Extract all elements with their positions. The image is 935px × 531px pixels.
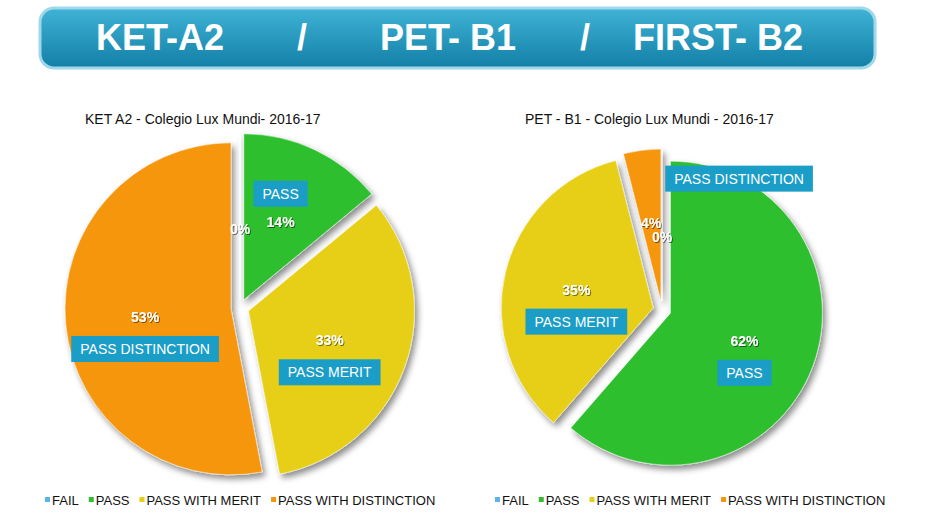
legend-label: FAIL: [52, 493, 79, 508]
pie-slice: [240, 133, 241, 299]
chart-title: KET A2 - Colegio Lux Mundi- 2016-17: [85, 111, 321, 127]
legend-swatch: [589, 497, 594, 502]
pie-slice: [65, 143, 262, 475]
legend-swatch: [45, 497, 50, 502]
pie-slice: [623, 149, 660, 301]
legend-swatch: [89, 497, 94, 502]
legend-swatch: [139, 497, 144, 502]
callout: PASS: [717, 360, 771, 386]
legend-swatch: [721, 497, 726, 502]
callout-text: PASS DISTINCTION: [674, 171, 804, 187]
legend-label: PASS WITH DISTINCTION: [728, 493, 885, 508]
callout-text: PASS MERIT: [288, 364, 372, 380]
legend-label: PASS: [546, 493, 580, 508]
data-label: 62%: [730, 333, 759, 349]
pie-chart: KET A2 - Colegio Lux Mundi- 2016-17 0% 14%…: [45, 111, 435, 508]
callout-text: PASS: [262, 186, 298, 202]
banner-text: /: [580, 17, 590, 58]
legend-swatch: [495, 497, 500, 502]
data-label: 33%: [316, 332, 345, 348]
callout-box: [717, 360, 771, 386]
banner-text: /: [297, 17, 307, 58]
callout-text: PASS MERIT: [534, 314, 618, 330]
legend-label: PASS WITH DISTINCTION: [278, 493, 435, 508]
banner: [40, 8, 875, 68]
banner-text: PET- B1: [380, 17, 516, 58]
data-label: 4%: [641, 215, 662, 231]
legend-label: FAIL: [502, 493, 529, 508]
legend-label: PASS WITH MERIT: [146, 493, 261, 508]
data-label: 53%: [131, 309, 160, 325]
data-label: 14%: [267, 214, 296, 230]
pie-slice: [248, 205, 414, 474]
legend-label: PASS: [96, 493, 130, 508]
page: KET-A2 / PET- B1 / FIRST- B2 KET A2 - Colegio…: [0, 0, 935, 531]
callout-box: [253, 181, 307, 207]
data-label: 35%: [562, 282, 591, 298]
banner-text: FIRST- B2: [633, 17, 803, 58]
chart-title: PET - B1 - Colegio Lux Mundi - 2016-17: [525, 111, 774, 127]
banner-text: KET-A2: [96, 17, 224, 58]
pie-slice: [501, 161, 653, 423]
pie-slice: [662, 149, 663, 301]
callout-box: [665, 166, 813, 192]
callout-box: [525, 309, 627, 335]
legend-swatch: [539, 497, 544, 502]
legend-label: PASS WITH MERIT: [596, 493, 711, 508]
slices: [501, 149, 822, 465]
data-label: 0%: [652, 229, 673, 245]
slices: [65, 133, 414, 475]
callout: PASS: [253, 181, 307, 207]
callout: PASS DISTINCTION: [665, 166, 813, 192]
legend-swatch: [271, 497, 276, 502]
pie-chart: PET - B1 - Colegio Lux Mundi - 2016-17 0%…: [495, 111, 885, 508]
callout: PASS MERIT: [279, 359, 381, 385]
callout-box: [71, 336, 219, 362]
callout-box: [279, 359, 381, 385]
callout-text: PASS DISTINCTION: [80, 341, 210, 357]
callout: PASS DISTINCTION: [71, 336, 219, 362]
data-label: 0%: [230, 221, 251, 237]
callout: PASS MERIT: [525, 309, 627, 335]
callout-text: PASS: [726, 365, 762, 381]
